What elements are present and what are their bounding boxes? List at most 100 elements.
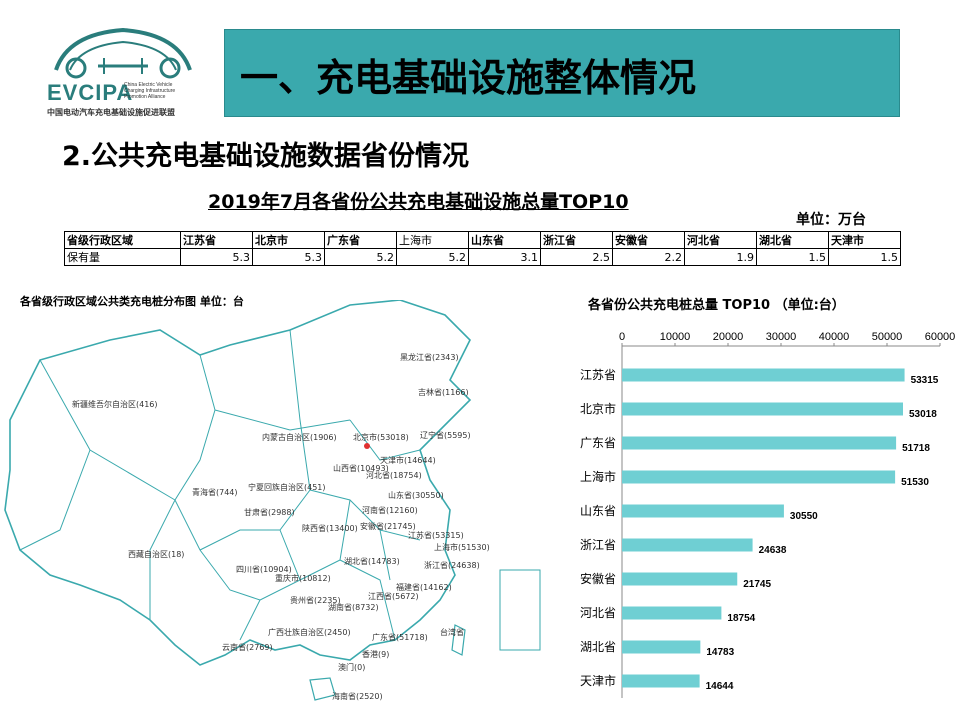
page-title: 一、充电基础设施整体情况 bbox=[240, 55, 697, 100]
category-label: 上海市 bbox=[580, 469, 616, 484]
map-label: 台湾省 bbox=[440, 627, 464, 637]
data-label: 14644 bbox=[706, 681, 734, 692]
table-header-cell: 北京市 bbox=[252, 231, 325, 249]
map-label: 江西省(5672) bbox=[368, 591, 419, 601]
data-label: 21745 bbox=[743, 579, 771, 590]
taiwan-outline bbox=[451, 624, 466, 656]
category-label: 浙江省 bbox=[580, 538, 616, 552]
table-cell: 1.5 bbox=[756, 248, 829, 266]
table-cell: 2.5 bbox=[540, 248, 613, 266]
map-label: 西藏自治区(18) bbox=[128, 549, 184, 559]
title-banner bbox=[224, 29, 900, 117]
table-header-cell: 天津市 bbox=[828, 231, 901, 249]
map-label: 山西省(10493) bbox=[333, 463, 389, 473]
map-label: 海南省(2520) bbox=[332, 691, 383, 701]
map-label: 上海市(51530) bbox=[434, 542, 490, 552]
logo-wordmark: EVCIPA bbox=[47, 80, 134, 105]
category-label: 北京市 bbox=[580, 401, 616, 416]
hainan-outline bbox=[309, 677, 336, 701]
bar bbox=[622, 436, 897, 450]
table-cell: 5.3 bbox=[180, 248, 253, 266]
table-header-cell: 浙江省 bbox=[540, 231, 613, 249]
category-label: 安徽省 bbox=[580, 571, 616, 586]
chart-title: 各省份公共充电桩总量 TOP10 （单位:台） bbox=[588, 298, 845, 313]
map-label: 福建省(14162) bbox=[396, 582, 452, 592]
data-label: 53315 bbox=[911, 375, 939, 386]
logo-subtitle: China Electric Vehicle Charging Infrastr… bbox=[124, 82, 176, 100]
category-label: 广东省 bbox=[580, 436, 616, 450]
x-tick-label: 60000 bbox=[925, 331, 956, 343]
map-label: 香港(9) bbox=[362, 649, 389, 659]
map-label: 吉林省(1166) bbox=[418, 387, 469, 397]
x-tick-label: 50000 bbox=[872, 331, 903, 343]
bar bbox=[622, 538, 753, 552]
table-unit: 单位：万台 bbox=[796, 212, 866, 228]
category-label: 河北省 bbox=[580, 606, 616, 620]
x-tick-label: 30000 bbox=[766, 331, 797, 343]
map-label: 贵州省(2235) bbox=[290, 595, 341, 605]
map-label: 黑龙江省(2343) bbox=[400, 352, 459, 362]
logo-chinese-name: 中国电动汽车充电基础设施促进联盟 bbox=[47, 108, 175, 117]
nine-dash-box bbox=[499, 569, 541, 651]
map-label: 重庆市(10812) bbox=[275, 573, 331, 583]
bar bbox=[622, 402, 903, 416]
data-label: 14783 bbox=[706, 647, 734, 658]
table-header-cell: 上海市 bbox=[396, 231, 469, 249]
category-label: 山东省 bbox=[580, 504, 616, 518]
map-label: 河北省(18754) bbox=[366, 470, 422, 480]
data-label: 51530 bbox=[901, 477, 929, 488]
top10-table: 省级行政区域 江苏省 北京市 广东省 上海市 山东省 浙江省 安徽省 河北省 湖… bbox=[64, 231, 901, 266]
province-labels: 黑龙江省(2343) 吉林省(1166) 辽宁省(5595) 新疆维吾尔自治区(… bbox=[72, 352, 490, 701]
bar bbox=[622, 368, 905, 382]
bar bbox=[622, 640, 701, 654]
data-label: 18754 bbox=[727, 613, 755, 624]
data-label: 53018 bbox=[909, 409, 937, 420]
table-header-cell: 山东省 bbox=[468, 231, 541, 249]
bar-chart: 0 10000 20000 30000 40000 50000 60000 江苏省 53315… bbox=[580, 331, 956, 698]
category-label: 天津市 bbox=[580, 673, 616, 688]
map-label: 新疆维吾尔自治区(416) bbox=[72, 399, 158, 409]
category-label: 湖北省 bbox=[580, 639, 616, 654]
map-label: 安徽省(21745) bbox=[360, 521, 416, 531]
map-label: 青海省(744) bbox=[192, 487, 238, 497]
data-label: 24638 bbox=[759, 545, 787, 556]
map-label: 浙江省(24638) bbox=[424, 560, 480, 570]
x-tick-label: 0 bbox=[619, 331, 625, 343]
table-cell: 5.2 bbox=[396, 248, 469, 266]
map-title: 各省级行政区域公共类充电桩分布图 单位：台 bbox=[20, 295, 244, 308]
china-outline bbox=[4, 300, 472, 666]
map-label: 广西壮族自治区(2450) bbox=[268, 627, 351, 637]
table-header-cell: 河北省 bbox=[684, 231, 757, 249]
map-label: 四川省(10904) bbox=[236, 564, 292, 574]
bar bbox=[622, 470, 896, 484]
x-tick-label: 10000 bbox=[660, 331, 691, 343]
x-tick-label: 40000 bbox=[819, 331, 850, 343]
china-map: 黑龙江省(2343) 吉林省(1166) 辽宁省(5595) 新疆维吾尔自治区(… bbox=[4, 300, 541, 701]
category-label: 江苏省 bbox=[580, 368, 616, 382]
table-header-label: 省级行政区域 bbox=[64, 231, 181, 249]
bar bbox=[622, 674, 700, 688]
map-label: 湖北省(14783) bbox=[344, 556, 400, 566]
map-label: 江苏省(53315) bbox=[408, 530, 464, 540]
capital-star-icon bbox=[364, 443, 370, 449]
table-header-cell: 安徽省 bbox=[612, 231, 685, 249]
province-borders bbox=[19, 329, 421, 641]
table-cell: 5.2 bbox=[324, 248, 397, 266]
map-label: 湖南省(8732) bbox=[328, 602, 379, 612]
table-row-label: 保有量 bbox=[64, 248, 181, 266]
map-label: 宁夏回族自治区(451) bbox=[248, 482, 326, 492]
table-cell: 1.9 bbox=[684, 248, 757, 266]
data-label: 30550 bbox=[790, 511, 818, 522]
bars: 江苏省 53315 北京市 53018 广东省 51718 上海市 51530 山东省 30550… bbox=[580, 368, 939, 692]
bar bbox=[622, 504, 784, 518]
bar bbox=[622, 606, 722, 620]
map-label: 甘肃省(2988) bbox=[244, 507, 295, 517]
map-label: 广东省(51718) bbox=[372, 632, 428, 642]
table-header-cell: 湖北省 bbox=[756, 231, 829, 249]
x-tick-label: 20000 bbox=[713, 331, 744, 343]
table-row: 保有量 5.3 5.3 5.2 5.2 3.1 2.5 2.2 1.9 1.5 … bbox=[64, 248, 901, 266]
data-label: 51718 bbox=[902, 443, 930, 454]
map-label: 辽宁省(5595) bbox=[420, 430, 471, 440]
map-label: 澳门(0) bbox=[338, 662, 365, 672]
table-header-cell: 江苏省 bbox=[180, 231, 253, 249]
